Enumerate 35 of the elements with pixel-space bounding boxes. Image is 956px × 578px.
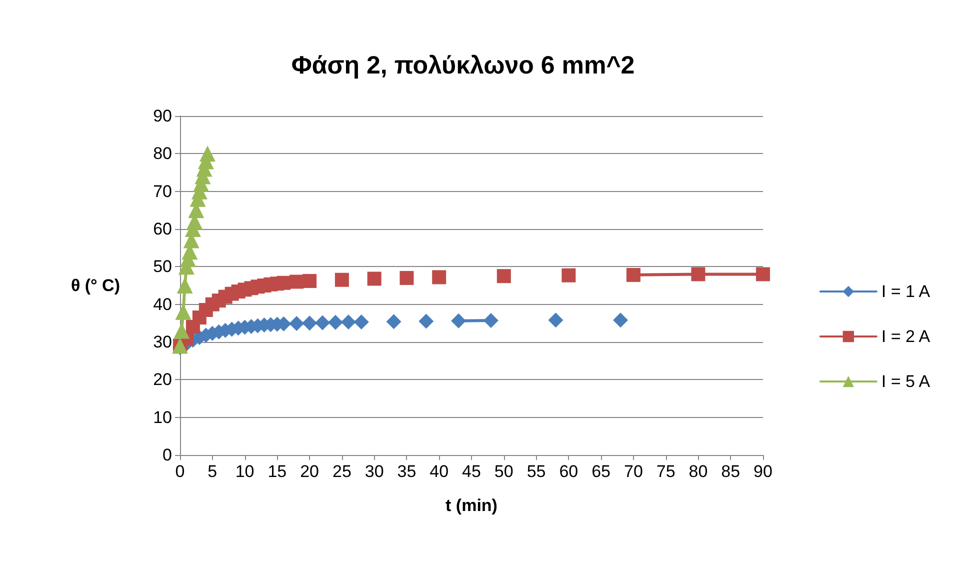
x-tick-label: 80 [688, 462, 708, 481]
y-tick-label: 90 [153, 106, 172, 126]
x-tick-label: 30 [364, 462, 384, 481]
x-tick-label: 50 [494, 462, 514, 481]
x-tick-label: 45 [462, 462, 481, 481]
x-tick-label: 40 [430, 462, 449, 481]
y-tick-label: 50 [153, 257, 172, 276]
x-tick-label: 35 [397, 462, 416, 481]
y-tick-label: 70 [153, 182, 172, 201]
y-tick-label: 20 [153, 370, 172, 390]
x-tick-label: 5 [208, 462, 218, 481]
x-tick-label: 70 [624, 462, 643, 481]
y-tick-label: 30 [153, 332, 172, 352]
x-tick-label: 0 [175, 462, 185, 481]
y-tick-label: 40 [153, 294, 172, 314]
legend-label: I = 2 A [881, 327, 931, 346]
y-tick-label: 0 [162, 446, 172, 464]
x-tick-label: 60 [559, 462, 578, 481]
x-tick-label: 25 [332, 462, 352, 481]
x-tick-label: 90 [754, 462, 772, 481]
legend-label: I = 5 A [881, 372, 931, 391]
y-tick-label: 10 [153, 408, 172, 427]
chart-title: Φάση 2, πολύκλωνο 6 mm^2 [291, 52, 635, 80]
y-tick-label: 80 [153, 144, 172, 164]
x-tick-label: 85 [721, 462, 740, 481]
y-axis-title: θ (° C) [70, 276, 120, 295]
x-tick-label: 75 [656, 462, 676, 481]
x-tick-label: 55 [526, 462, 546, 481]
x-tick-label: 15 [268, 462, 287, 481]
x-tick-label: 10 [235, 462, 254, 481]
y-tick-label: 60 [153, 220, 172, 238]
legend-label: I = 1 A [881, 282, 931, 301]
x-tick-label: 65 [592, 462, 611, 481]
x-tick-label: 20 [300, 462, 320, 481]
x-axis-title: t (min) [446, 496, 498, 515]
